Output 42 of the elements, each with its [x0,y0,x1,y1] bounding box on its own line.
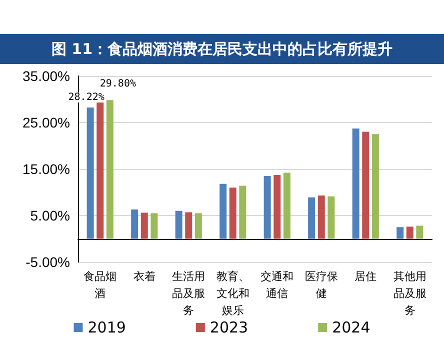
x-tick-label: 食品烟酒 [84,270,117,300]
bar [396,227,404,239]
bar [220,184,227,239]
y-tick-label: 5.00% [30,208,70,224]
legend-label: 2019 [88,318,126,336]
bar [274,175,281,239]
bar [283,172,290,239]
y-tick-label: 15.00% [22,161,70,177]
bar [328,196,335,239]
x-tick-label: 居住 [354,270,377,283]
bar [406,226,414,239]
x-tick-label: 生活用品及服务 [172,270,206,317]
legend-label: 2023 [210,318,248,336]
bar [352,128,360,239]
bar [229,188,236,239]
bar [185,212,192,239]
y-tick-label: 25.00% [22,114,70,130]
x-tick-label: 其他用品及服务 [393,270,426,317]
data-label: 28.22% [68,92,104,104]
legend-label: 2024 [332,318,370,336]
bar [239,186,246,239]
bar [131,209,138,239]
bar [362,132,370,239]
x-tick-label: 交通和通信 [260,270,294,300]
bar [308,197,316,239]
x-tick-label: 衣着 [133,270,156,283]
x-tick-label: 教育、文化和娱乐 [216,270,250,317]
bar [106,100,114,239]
data-label: 29.80% [100,78,136,90]
bar [175,210,182,239]
chart-title: 图 11：食品烟酒消费在居民支出中的占比有所提升 [0,34,444,64]
bar [264,176,271,239]
y-tick-label: -5.00% [26,254,70,270]
bar [86,108,94,239]
y-tick-label: 35.00% [22,68,70,84]
bar [318,196,325,239]
bar [372,134,379,239]
bar [416,226,424,239]
bar [140,212,148,239]
bar [194,213,202,239]
x-tick-label: 医疗保健 [304,270,338,300]
bar [150,213,158,239]
